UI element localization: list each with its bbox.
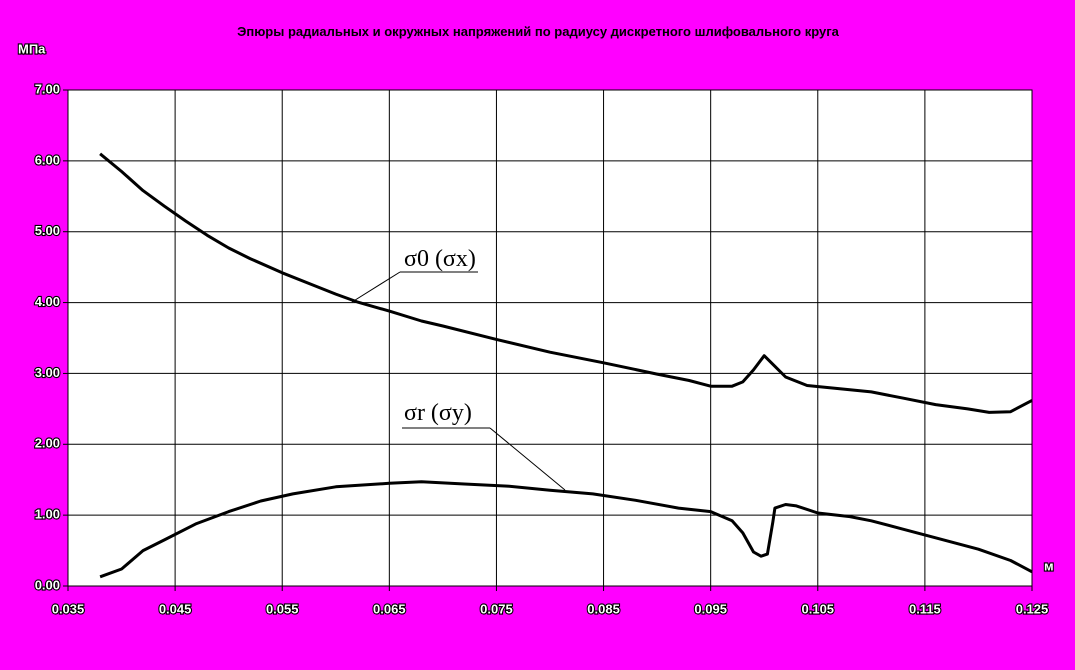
y-tick-label: 0.00 xyxy=(35,577,60,592)
leader-line xyxy=(351,271,401,303)
y-tick-label: 5.00 xyxy=(35,223,60,238)
y-tick-label: 3.00 xyxy=(35,365,60,380)
y-tick-label: 6.00 xyxy=(35,152,60,167)
x-tick-label: 0.125 xyxy=(1016,601,1049,616)
plot-area xyxy=(67,89,1033,587)
x-tick-label: 0.115 xyxy=(909,601,941,616)
leader-line xyxy=(489,427,566,491)
x-tick-label: 0.095 xyxy=(694,601,727,616)
series-annotation: σr (σy) xyxy=(404,400,472,426)
series-line xyxy=(99,480,1033,579)
y-tick-label: 7.00 xyxy=(35,81,60,96)
y-tick-label: 2.00 xyxy=(35,436,60,451)
x-axis-label: м xyxy=(1044,558,1054,573)
series-annotation: σ0 (σx) xyxy=(404,246,476,272)
series-line xyxy=(99,152,1033,414)
chart-title: Эпюры радиальных и окружных напряжений п… xyxy=(237,24,840,39)
x-tick-label: 0.075 xyxy=(480,601,513,616)
y-axis-label: МПа xyxy=(18,41,46,56)
x-tick-label: 0.065 xyxy=(373,601,406,616)
x-tick-label: 0.085 xyxy=(587,601,620,616)
x-tick-label: 0.055 xyxy=(266,601,299,616)
x-tick-label: 0.045 xyxy=(159,601,192,616)
x-tick-label: 0.105 xyxy=(802,601,835,616)
x-tick-label: 0.035 xyxy=(52,601,85,616)
y-tick-label: 1.00 xyxy=(35,507,60,522)
y-tick-label: 4.00 xyxy=(35,294,60,309)
